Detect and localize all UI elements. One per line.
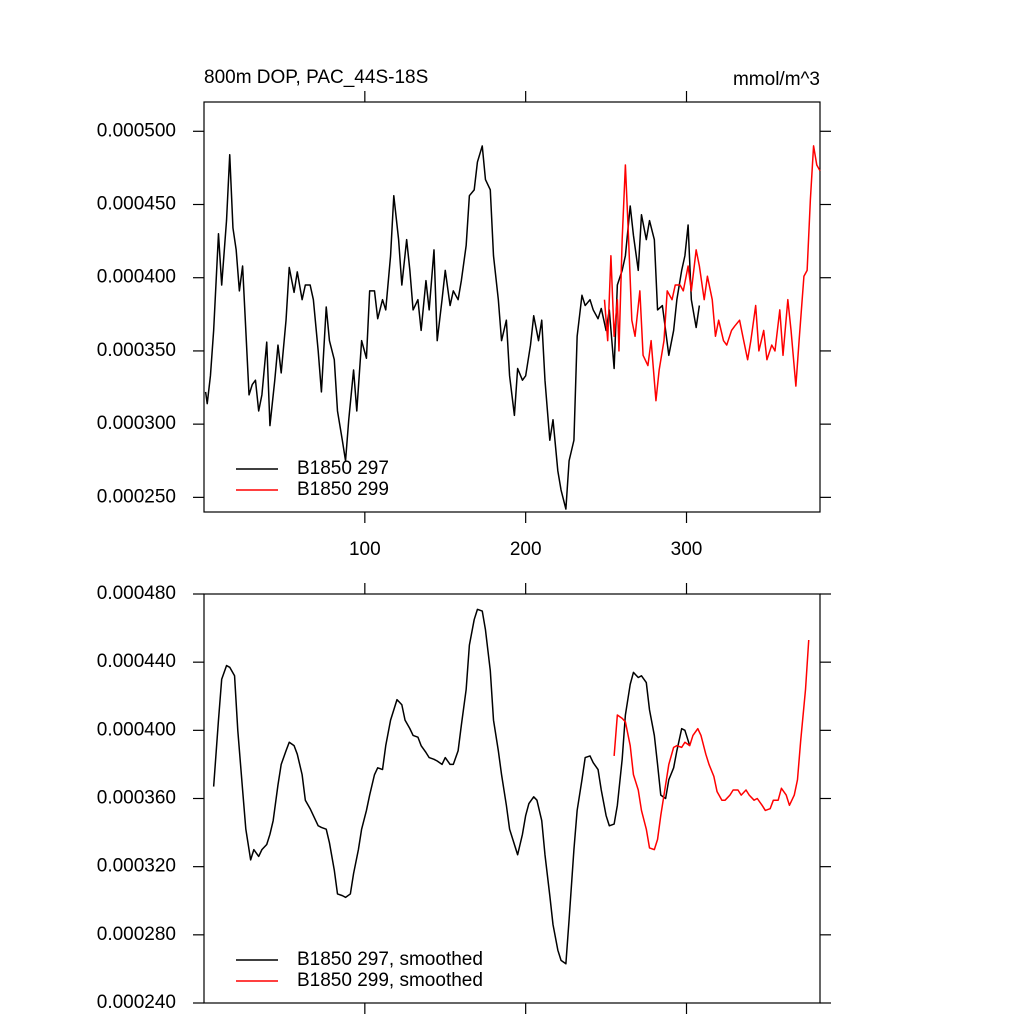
legend-label: B1850 299 [297,479,389,500]
units-label: mmol/m^3 [733,69,820,90]
data-line [204,145,701,510]
plot-frame [203,101,821,513]
y-tick-label: 0.000300 [97,413,176,434]
y-tick-label: 0.000320 [97,856,176,877]
y-tick-label: 0.000280 [97,924,176,945]
y-tick-label: 0.000360 [97,788,176,809]
y-tick-label: 0.000480 [97,583,176,604]
legend-label: B1850 297 [297,458,389,479]
x-tick-label: 200 [510,539,542,560]
legend-label: B1850 297, smoothed [297,949,483,970]
data-line [603,145,821,402]
chart-title: 800m DOP, PAC_44S-18S [204,67,428,88]
y-tick-label: 0.000250 [97,486,176,507]
legend-label: B1850 299, smoothed [297,970,483,991]
y-tick-label: 0.000350 [97,340,176,361]
data-line [212,608,691,965]
y-tick-label: 0.000400 [97,719,176,740]
x-tick-label: 300 [671,539,703,560]
y-tick-label: 0.000450 [97,194,176,215]
y-tick-label: 0.000240 [97,992,176,1013]
data-line [613,639,810,851]
y-tick-label: 0.000400 [97,267,176,288]
y-tick-label: 0.000440 [97,651,176,672]
y-tick-label: 0.000500 [97,120,176,141]
x-tick-label: 100 [349,539,381,560]
